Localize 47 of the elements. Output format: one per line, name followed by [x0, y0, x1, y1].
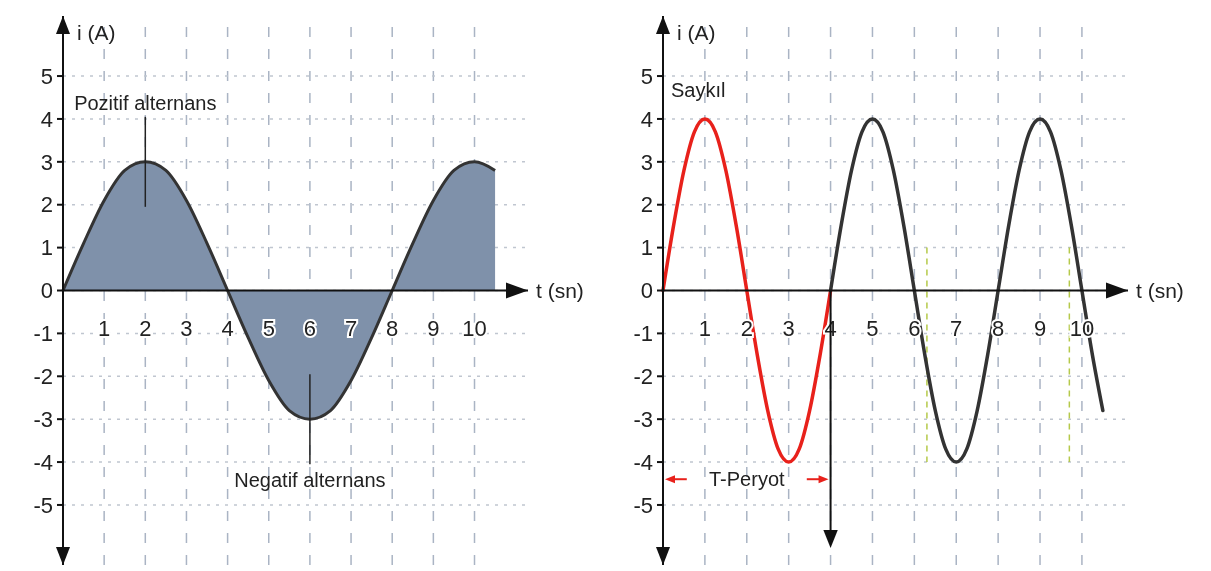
- y-tick-label: 5: [40, 63, 53, 89]
- y-tick-label: 4: [40, 106, 53, 132]
- y-tick-label: 2: [40, 192, 53, 218]
- y-tick-label: -3: [33, 406, 53, 432]
- y-tick-label: 3: [640, 149, 653, 175]
- x-tick-label: 8: [992, 315, 1005, 341]
- y-tick-label: -3: [633, 406, 653, 432]
- y-tick-label: -4: [633, 449, 653, 475]
- y-tick-label: 1: [40, 235, 53, 261]
- x-tick-label: 4: [221, 315, 234, 341]
- x-tick-label: 10: [462, 315, 487, 341]
- x-tick-label: 1: [98, 315, 111, 341]
- x-tick-label: 5: [262, 315, 275, 341]
- x-tick-label: 3: [782, 315, 795, 341]
- x-tick-label: 7: [344, 315, 358, 341]
- x-axis-title: t (sn): [536, 278, 584, 302]
- x-tick-label: 5: [866, 315, 879, 341]
- y-tick-label: -5: [33, 492, 53, 518]
- y-axis-title: i (A): [677, 21, 716, 44]
- x-axis-title: t (sn): [1136, 278, 1184, 302]
- x-tick-label: 2: [139, 315, 152, 341]
- y-axis-title: i (A): [77, 21, 116, 44]
- x-tick-label: 3: [180, 315, 193, 341]
- x-tick-label: 1: [698, 315, 712, 341]
- y-tick-label: 4: [640, 106, 653, 132]
- y-tick-label: -2: [33, 363, 53, 389]
- x-tick-label: 8: [386, 315, 399, 341]
- x-tick-label: 9: [427, 315, 440, 341]
- y-tick-label: -1: [633, 321, 653, 347]
- y-tick-label: 5: [640, 63, 653, 89]
- x-tick-label: 9: [1033, 315, 1047, 341]
- y-tick-label: -5: [633, 492, 653, 518]
- x-tick-label: 7: [950, 315, 963, 341]
- y-tick-label: -4: [33, 449, 53, 475]
- y-tick-label: -2: [633, 363, 653, 389]
- annotation: Pozitif alternans: [74, 91, 217, 114]
- annotation: Negatif alternans: [234, 469, 386, 492]
- y-tick-label: 3: [40, 149, 53, 175]
- y-tick-label: 2: [640, 192, 653, 218]
- y-tick-label: 0: [40, 278, 53, 304]
- y-tick-label: 0: [640, 278, 653, 304]
- y-tick-label: -1: [33, 321, 53, 347]
- y-tick-label: 1: [640, 235, 653, 261]
- x-tick-label: 2: [740, 315, 753, 341]
- annotation: Saykıl: [671, 79, 726, 102]
- x-tick-label: 6: [303, 315, 317, 341]
- annotation: T-Peryot: [708, 468, 786, 491]
